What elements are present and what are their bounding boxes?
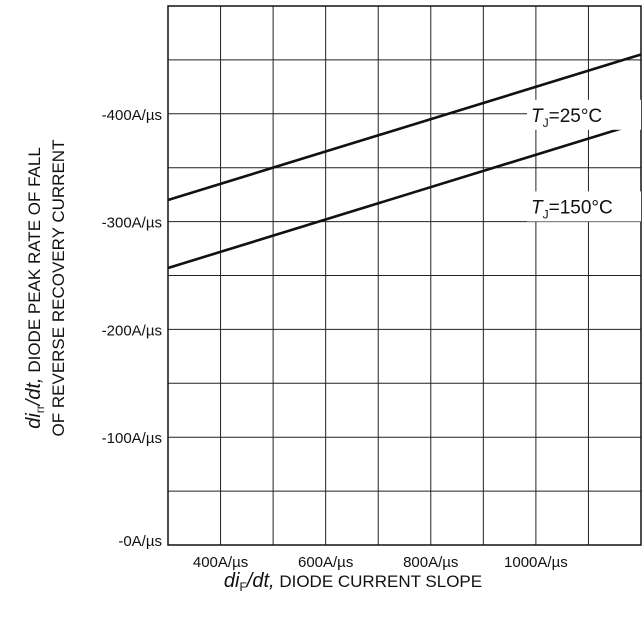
y-tick-label: -100A/µs [102,430,162,447]
series-line-0 [167,53,642,202]
x-tick-label: 800A/µs [403,554,458,571]
series-label-1: TJ=150°C [531,197,613,221]
y-tick-label: -300A/µs [102,215,162,232]
grid [167,5,642,546]
y-tick-label: -400A/µs [102,107,162,124]
plot-frame [167,5,642,546]
svg-text:dirr/dt, DIODE PEAK RATE OF FA: dirr/dt, DIODE PEAK RATE OF FALL [23,147,47,429]
x-tick-label: 1000A/µs [504,554,568,571]
x-tick-label: 400A/µs [193,554,248,571]
y-axis-label: dirr/dt, DIODE PEAK RATE OF FALL OF REVE… [23,140,68,437]
x-tick-label: 600A/µs [298,554,353,571]
series-labels: TJ=25°C TJ=150°C [527,99,641,222]
series-label-bg [527,191,641,222]
svg-text:OF REVERSE RECOVERY CURRENT: OF REVERSE RECOVERY CURRENT [49,140,68,437]
x-axis-label: diF/dt, DIODE CURRENT SLOPE [224,570,482,594]
y-tick-label: -0A/µs [118,533,162,550]
series-label-0: TJ=25°C [531,106,602,130]
series-line-1 [167,121,642,270]
series-lines [167,53,642,270]
y-tick-label: -200A/µs [102,322,162,339]
tick-labels: 400A/µs 600A/µs 800A/µs 1000A/µs -0A/µs -100A… [102,107,568,571]
series-label-bg [527,99,641,130]
